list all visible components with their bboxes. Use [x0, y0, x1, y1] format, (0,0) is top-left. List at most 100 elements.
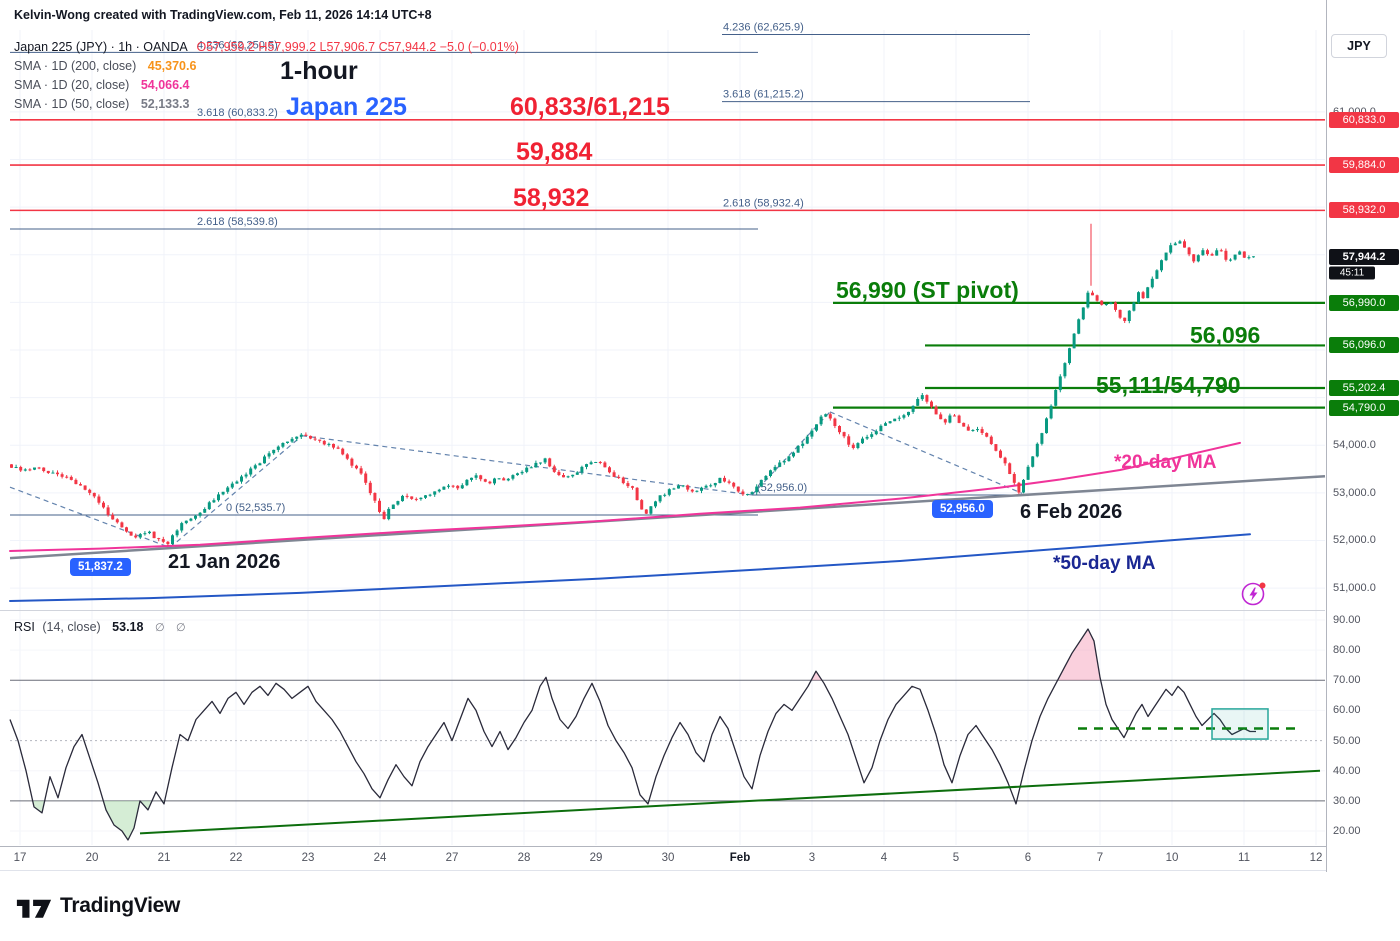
rsi-title: RSI [14, 620, 35, 634]
countdown-badge: 45:11 [1329, 266, 1375, 280]
annotation-resistance-2[interactable]: 59,884 [516, 138, 593, 166]
lightning-icon[interactable] [1240, 580, 1268, 608]
annotation-symbol[interactable]: Japan 225 [286, 93, 407, 121]
annotation-date-low-2[interactable]: 6 Feb 2026 [1020, 501, 1123, 523]
sma20-value: 54,066.4 [140, 78, 190, 92]
rsi-axis-label: 80.00 [1333, 644, 1361, 657]
time-axis-label: 21 [157, 852, 171, 864]
rsi-axis-label: 70.00 [1333, 674, 1361, 687]
rsi-params: (14, close) [42, 620, 101, 634]
last-price-badge: 57,944.2 [1329, 249, 1399, 266]
tradingview-logo-mark [16, 899, 52, 918]
time-axis[interactable]: 17 20 21 22 23 24 27 28 29 30 Feb 3 4 5 6 7 10 11 12 [0, 846, 1326, 871]
sma20-legend-row[interactable]: SMA · 1D (20, close) 54,066.4 [14, 76, 519, 95]
price-axis-label: 51,000.0 [1333, 582, 1376, 595]
price-axis-label: 52,000.0 [1333, 534, 1376, 547]
rsi-axis-label: 90.00 [1333, 614, 1361, 626]
sma50-legend-row[interactable]: SMA · 1D (50, close) 52,133.3 [14, 95, 519, 114]
tradingview-logo-text: TradingView [60, 894, 181, 917]
rsi-axis-label: 60.00 [1333, 704, 1361, 717]
swing-low-badge-2[interactable]: 52,956.0 [932, 500, 993, 518]
annotation-resistance-1[interactable]: 60,833/61,215 [510, 93, 670, 121]
rsi-axis-label: 50.00 [1333, 734, 1361, 747]
attribution-text: Kelvin-Wong created with TradingView.com… [14, 8, 432, 22]
time-axis-label: 30 [661, 852, 675, 864]
annotation-support-1[interactable]: 56,096 [1190, 322, 1261, 348]
rsi-legend[interactable]: RSI (14, close) 53.18 ∅ ∅ [14, 620, 186, 634]
time-axis-label: 27 [445, 852, 459, 864]
key-level-lines [10, 119, 1325, 409]
sma50-line [9, 533, 1251, 602]
annotation-st-pivot[interactable]: 56,990 (ST pivot) [836, 277, 1019, 303]
annotation-support-2[interactable]: 55,111/54,790 [1096, 372, 1241, 398]
time-axis-label: 6 [1024, 852, 1032, 864]
time-axis-label: 5 [952, 852, 960, 864]
chart-canvas[interactable]: 4.236 (62,250.5) 3.618 (60,833.2) 2.618 (5… [0, 0, 1400, 880]
sma20-line [9, 441, 1241, 552]
lightning-icon-svg [1241, 582, 1266, 606]
rsi-axis-label: 20.00 [1333, 825, 1361, 837]
support-trendline [9, 474, 1326, 560]
time-axis-label: Feb [729, 852, 751, 864]
symbol-legend-row[interactable]: Japan 225 (JPY) · 1h · OANDA O57,959.2 H… [14, 38, 519, 57]
currency-button[interactable]: JPY [1331, 34, 1387, 58]
candles [10, 223, 1255, 546]
zigzag-dashed-lines [9, 411, 1023, 549]
price-axis[interactable]: JPY 61,000.054,000.053,000.052,000.051,0… [1326, 0, 1400, 872]
annotation-timeframe[interactable]: 1-hour [280, 57, 358, 85]
sma50-value: 52,133.3 [140, 97, 190, 111]
hide-icon[interactable]: ∅ [176, 622, 186, 634]
sma200-label: SMA · 1D (200, close) [14, 59, 137, 73]
time-axis-label: 23 [301, 852, 315, 864]
price-level-badge: 55,202.4 [1329, 379, 1399, 396]
symbol-title: Japan 225 (JPY) · 1h · OANDA [14, 40, 187, 54]
time-axis-label: 17 [13, 852, 27, 864]
price-level-badge: 59,884.0 [1329, 157, 1399, 174]
chart-legend: Japan 225 (JPY) · 1h · OANDA O57,959.2 H… [14, 38, 519, 114]
sma200-value: 45,370.6 [147, 59, 197, 73]
time-axis-label: 28 [517, 852, 531, 864]
sma20-label: SMA · 1D (20, close) [14, 78, 130, 92]
annotation-ma20[interactable]: *20-day MA [1114, 452, 1217, 473]
hide-icon[interactable]: ∅ [154, 622, 165, 634]
time-axis-label: 24 [373, 852, 387, 864]
time-axis-label: 29 [589, 852, 603, 864]
sma200-legend-row[interactable]: SMA · 1D (200, close) 45,370.6 [14, 57, 519, 76]
price-axis-label: 54,000.0 [1333, 439, 1376, 452]
svg-text:4.236 (62,250.5): 4.236 (62,250.5) [197, 39, 278, 51]
annotation-ma50[interactable]: *50-day MA [1053, 553, 1156, 574]
svg-text:0 (52,535.7): 0 (52,535.7) [226, 502, 285, 514]
time-axis-label: 11 [1238, 852, 1250, 864]
svg-text:4.236 (62,625.9): 4.236 (62,625.9) [723, 21, 804, 33]
time-axis-label: 7 [1096, 852, 1104, 864]
rsi-axis-label: 40.00 [1333, 764, 1361, 777]
svg-text:3.618 (60,833.2): 3.618 (60,833.2) [197, 107, 278, 119]
time-axis-label: 3 [808, 852, 816, 864]
rsi-value: 53.18 [112, 620, 144, 634]
gridlines [10, 30, 1325, 845]
time-axis-label: 10 [1165, 852, 1179, 864]
price-level-badge: 58,932.0 [1329, 202, 1399, 219]
price-axis-label: 53,000.0 [1333, 486, 1376, 499]
sma50-label: SMA · 1D (50, close) [14, 97, 130, 111]
price-level-badge: 56,096.0 [1329, 337, 1399, 354]
rsi-axis-label: 30.00 [1333, 794, 1361, 807]
time-axis-label: 4 [880, 852, 888, 864]
time-axis-label: 22 [229, 852, 243, 864]
time-axis-label: 12 [1309, 852, 1323, 864]
price-level-badge: 56,990.0 [1329, 294, 1399, 311]
rsi-pane [9, 628, 1325, 841]
svg-text:3.618 (61,215.2): 3.618 (61,215.2) [723, 89, 804, 101]
svg-text:2.618 (58,932.4): 2.618 (58,932.4) [723, 197, 804, 209]
swing-low-badge-1[interactable]: 51,837.2 [70, 558, 131, 576]
annotation-date-low-1[interactable]: 21 Jan 2026 [168, 551, 281, 573]
price-level-badge: 54,790.0 [1329, 399, 1399, 416]
svg-text:(52,956.0): (52,956.0) [757, 482, 807, 494]
svg-text:2.618 (58,539.8): 2.618 (58,539.8) [197, 216, 278, 228]
annotation-resistance-3[interactable]: 58,932 [513, 184, 590, 212]
tradingview-logo[interactable]: TradingView [16, 892, 180, 920]
price-level-badge: 60,833.0 [1329, 111, 1399, 128]
ohlc-values: O57,959.2 H57,999.2 L57,906.7 C57,944.2 … [196, 40, 519, 54]
time-axis-label: 20 [85, 852, 99, 864]
